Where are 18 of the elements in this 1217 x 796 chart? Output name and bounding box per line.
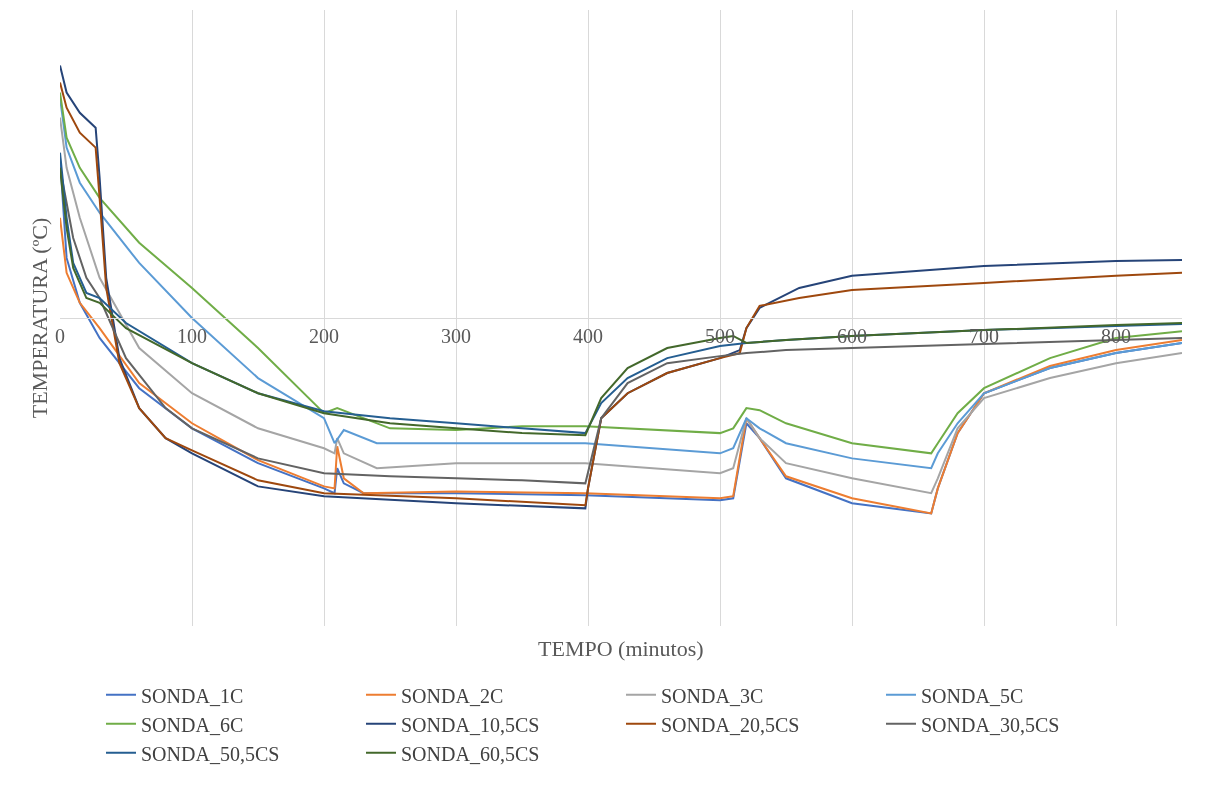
x-tick-label: 0 <box>55 325 65 347</box>
legend-label: SONDA_10,5CS <box>401 713 540 736</box>
legend-label: SONDA_3C <box>661 684 764 707</box>
legend-label: SONDA_1C <box>141 684 244 707</box>
x-tick-label: 400 <box>573 325 603 347</box>
legend-label: SONDA_6C <box>141 713 244 736</box>
x-tick-label: 300 <box>441 325 471 347</box>
y-axis-title: TEMPERATURA (ºC) <box>26 217 52 419</box>
x-tick-label: 700 <box>969 325 999 347</box>
legend-label: SONDA_20,5CS <box>661 713 800 736</box>
x-tick-label: 200 <box>309 325 339 347</box>
text: TEMPO (minutos) <box>538 636 704 661</box>
legend-label: SONDA_30,5CS <box>921 713 1060 736</box>
legend-label: SONDA_50,5CS <box>141 742 280 765</box>
x-tick-label: 100 <box>177 325 207 347</box>
legend-label: SONDA_5C <box>921 684 1024 707</box>
legend-label: SONDA_60,5CS <box>401 742 540 765</box>
legend-label: SONDA_2C <box>401 684 504 707</box>
